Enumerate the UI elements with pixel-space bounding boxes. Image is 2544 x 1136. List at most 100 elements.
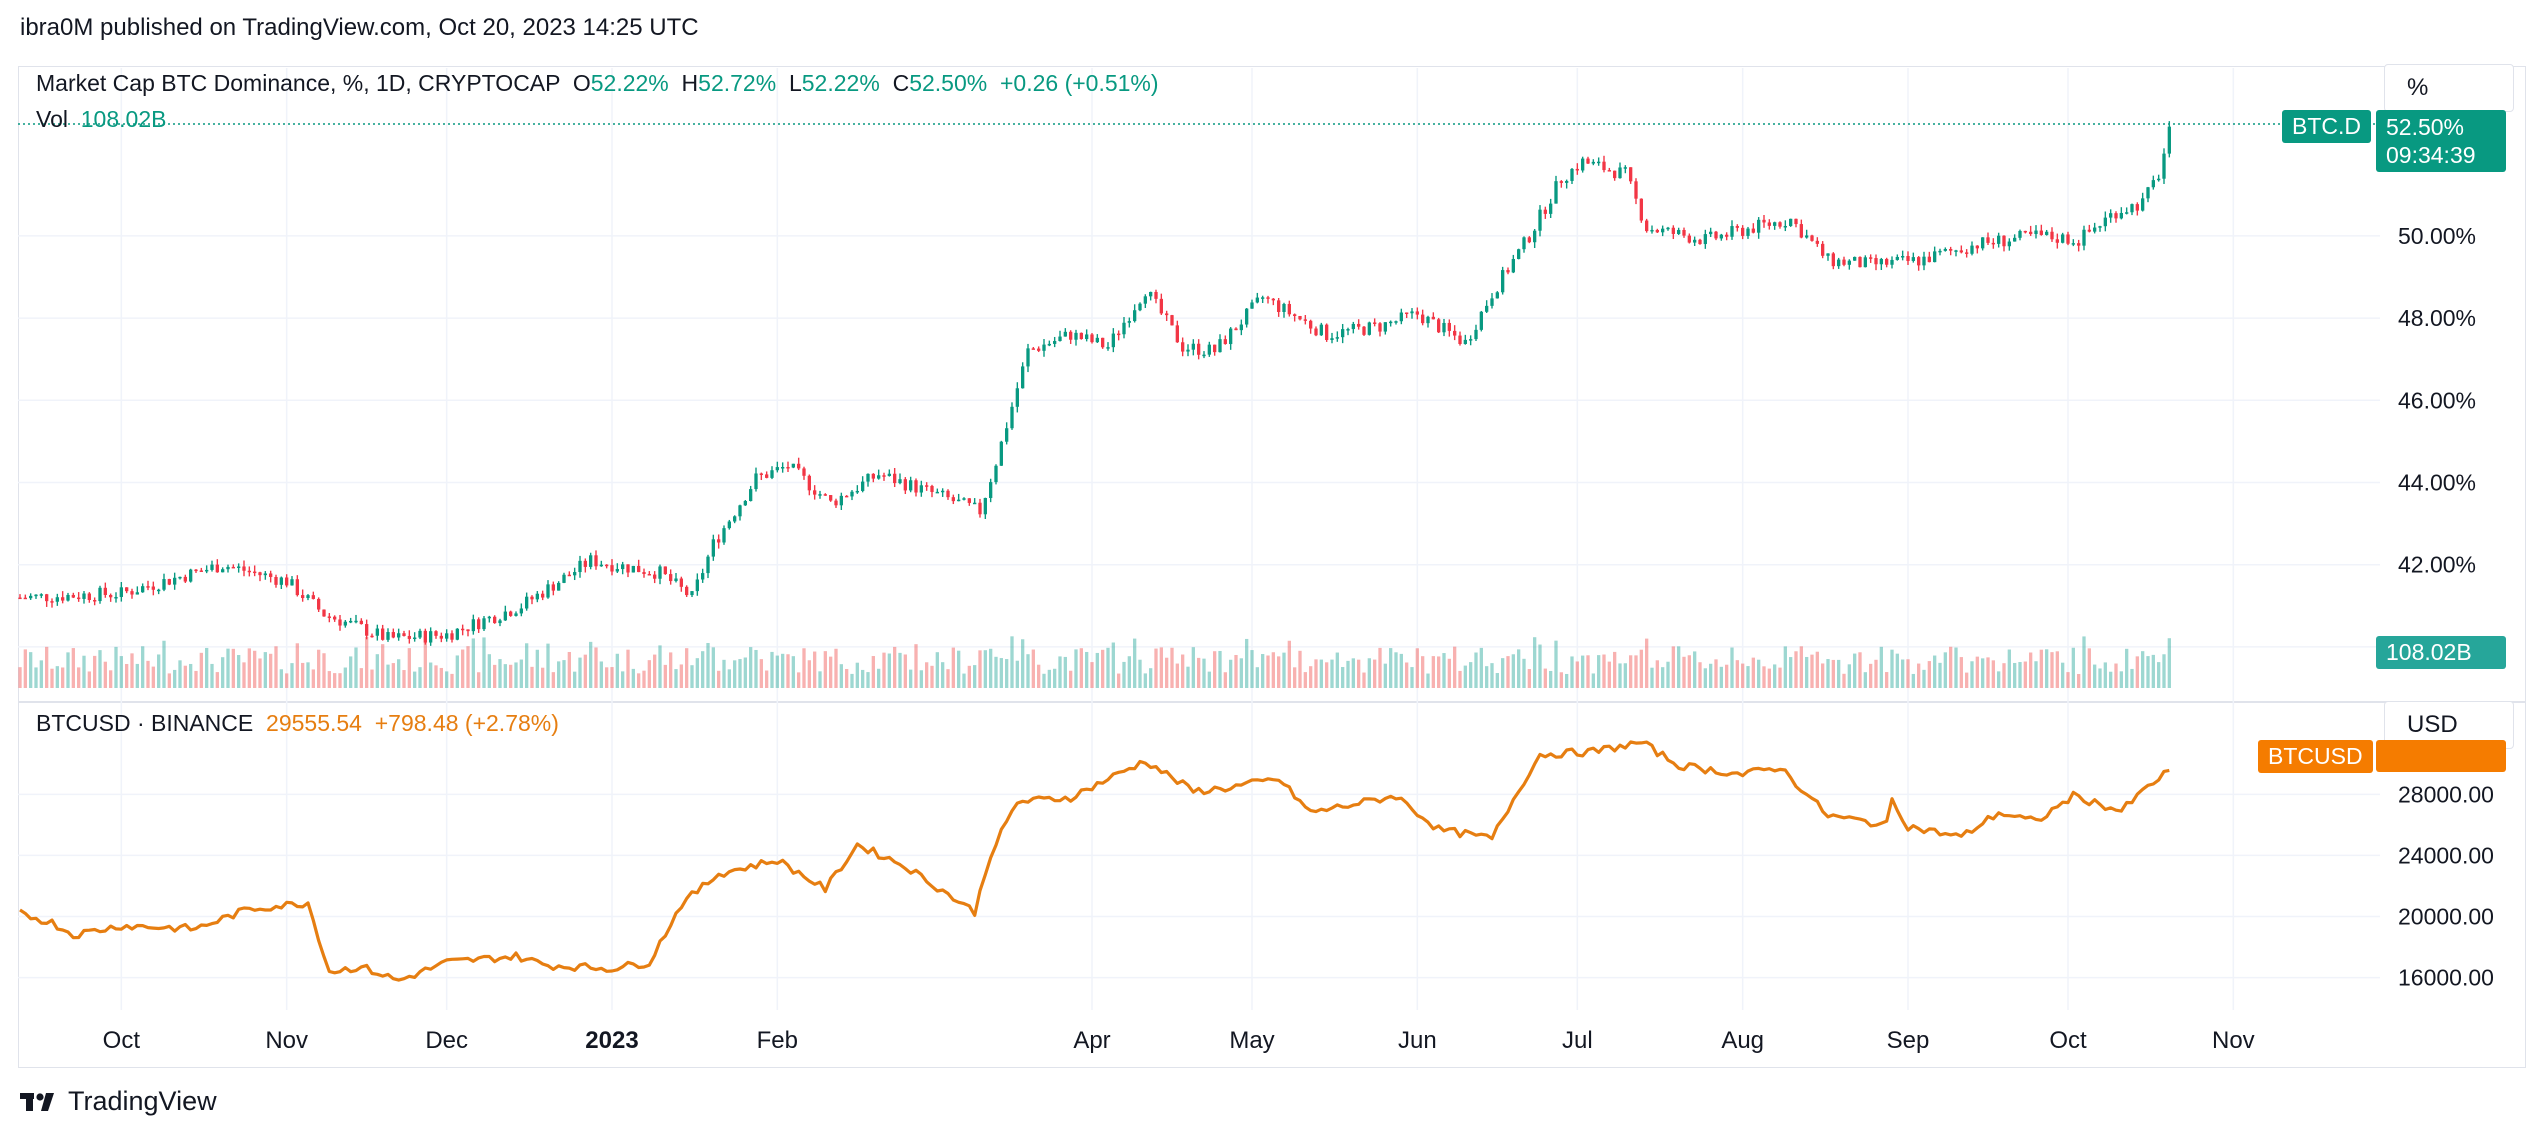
candle-body (1687, 235, 1691, 243)
volume-bar (1661, 667, 1665, 688)
candle-body (317, 598, 321, 610)
volume-bar (1282, 652, 1286, 688)
volume-bar (93, 655, 97, 688)
legend-low: 52.22% (801, 70, 880, 96)
volume-bar (311, 669, 315, 688)
candle-body (205, 569, 209, 572)
candle-body (1250, 302, 1254, 309)
volume-bar (599, 661, 603, 688)
volume-bar (2167, 638, 2171, 688)
candle-body (1543, 209, 1547, 214)
volume-bar (1991, 660, 1995, 688)
candle-body (1730, 226, 1734, 237)
volume-bar (205, 647, 209, 688)
volume-bar (130, 653, 134, 688)
volume-bar (477, 672, 481, 688)
volume-bar (679, 664, 683, 688)
volume-bar (1917, 663, 1921, 688)
candle-body (983, 497, 987, 515)
btcusd-line-group (19, 740, 2170, 982)
candle-body (1746, 228, 1750, 236)
volume-bar (1095, 652, 1099, 688)
candle-body (343, 621, 347, 626)
candle-body (695, 579, 699, 592)
volume-bar (946, 669, 950, 688)
volume-bar (631, 668, 635, 688)
candle-body (482, 618, 486, 630)
volume-bar (1847, 664, 1851, 688)
candle-body (973, 502, 977, 505)
volume-bar (898, 652, 902, 688)
volume-bar (1693, 651, 1697, 688)
candle-body (1074, 332, 1078, 340)
candle-body (23, 597, 27, 600)
candle-body (39, 594, 43, 596)
candle-body (290, 579, 294, 586)
tradingview-brand[interactable]: TradingView (20, 1086, 217, 1117)
price-scale-unit-percent[interactable]: % (2384, 64, 2514, 112)
volume-bar (951, 647, 955, 688)
candle-body (1079, 332, 1083, 340)
volume-bar (39, 660, 43, 688)
volume-bar (1127, 656, 1131, 688)
candle-body (135, 592, 139, 595)
volume-bar (551, 672, 555, 688)
candle-body (487, 616, 491, 619)
volume-bar (2135, 656, 2139, 688)
candle-body (1197, 343, 1201, 355)
y-tick-sub: 24000.00 (2398, 842, 2494, 868)
candle-body (1677, 229, 1681, 234)
volume-bar (423, 636, 427, 688)
candle-body (61, 597, 65, 601)
volume-bar (1250, 650, 1254, 688)
candle-body (1362, 326, 1366, 335)
volume-bar (365, 636, 369, 688)
candle-body (551, 584, 555, 591)
btcusd-price-tag (2376, 740, 2506, 772)
candle-body (2157, 178, 2161, 181)
candle-body (285, 577, 289, 586)
volume-bar (1853, 653, 1857, 688)
volume-bar (2002, 663, 2006, 688)
candle-body (1917, 257, 1921, 266)
candle-body (1527, 237, 1531, 243)
candle-body (237, 566, 241, 568)
candle-body (1725, 234, 1729, 237)
candle-body (2029, 231, 2033, 235)
candle-body (1495, 292, 1499, 299)
candle-body (1479, 311, 1483, 330)
candle-body (1223, 339, 1227, 345)
volume-bar (2029, 652, 2033, 688)
candle-body (594, 555, 598, 567)
candle-body (557, 582, 561, 591)
volume-bar (109, 670, 113, 688)
candle-body (242, 566, 246, 571)
candle-body (402, 633, 406, 636)
candle-body (1261, 297, 1265, 299)
volume-bar (1682, 656, 1686, 688)
volume-bar (141, 646, 145, 688)
candle-body (2125, 212, 2129, 214)
volume-bar (962, 673, 966, 688)
candle-body (1437, 319, 1441, 333)
volume-bar (1399, 653, 1403, 688)
volume-bar (834, 648, 838, 688)
candle-body (1837, 259, 1841, 267)
y-tick-main: 46.00% (2398, 387, 2476, 413)
volume-bar (18, 667, 22, 688)
candle-body (1783, 225, 1787, 228)
candle-body (765, 474, 769, 478)
candle-body (1037, 348, 1041, 351)
volume-bar (1949, 646, 1953, 688)
volume-bar (1997, 671, 2001, 688)
volume-bar (1725, 664, 1729, 688)
candle-body (685, 586, 689, 596)
candle-body (162, 579, 166, 590)
volume-bar (1922, 669, 1926, 688)
volume-bar (1074, 649, 1078, 688)
volume-bar (1389, 648, 1393, 688)
candle-body (1431, 316, 1435, 320)
volume-bar (941, 662, 945, 688)
candle-body (1309, 320, 1313, 329)
